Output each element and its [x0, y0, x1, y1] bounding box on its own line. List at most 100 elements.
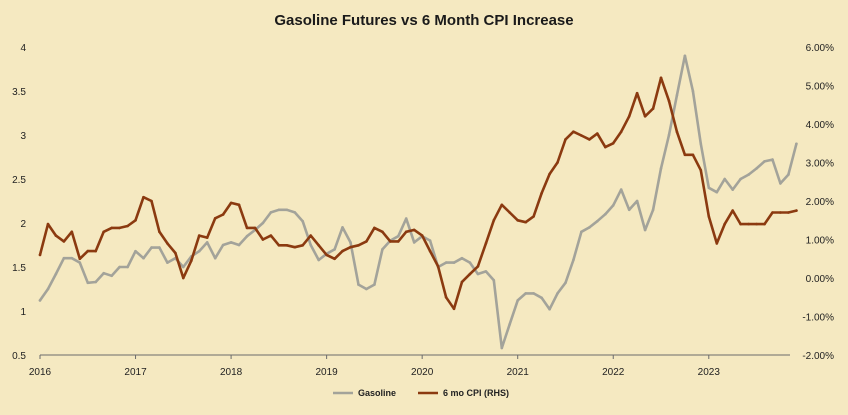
data-point-gasoline — [213, 256, 217, 260]
data-point-6-mo-cpi-rhs — [205, 236, 209, 239]
y-left-tick-label: 2 — [20, 219, 26, 230]
y-right-tick-label: 5.00% — [806, 82, 834, 93]
data-point-gasoline — [564, 281, 567, 285]
data-point-gasoline — [452, 261, 456, 264]
data-point-gasoline — [763, 160, 766, 163]
y-right-tick-label: 2.00% — [806, 197, 834, 208]
y-right-tick-label: 3.00% — [806, 159, 834, 170]
data-point-6-mo-cpi-rhs — [755, 222, 758, 226]
data-point-gasoline — [516, 299, 519, 302]
data-point-gasoline — [691, 89, 695, 93]
y-left-tick-label: 1 — [20, 307, 26, 318]
data-point-gasoline — [643, 228, 647, 232]
data-point-gasoline — [508, 322, 512, 326]
data-point-gasoline — [675, 94, 679, 97]
data-point-gasoline — [102, 271, 105, 275]
x-tick-label: 2018 — [220, 367, 243, 378]
data-point-6-mo-cpi-rhs — [237, 203, 241, 207]
y-right-tick-label: 1.00% — [806, 236, 834, 247]
data-point-6-mo-cpi-rhs — [691, 153, 695, 157]
data-point-6-mo-cpi-rhs — [420, 234, 424, 237]
y-left-tick-label: 3.5 — [12, 87, 26, 98]
data-point-6-mo-cpi-rhs — [341, 249, 344, 253]
data-point-gasoline — [715, 190, 719, 194]
data-point-gasoline — [548, 307, 551, 311]
data-point-6-mo-cpi-rhs — [197, 234, 201, 237]
y-axis-right-ticks: 6.00% 5.00% 4.00% 3.00% 2.00% 1.00% 0.00% -1.00… — [802, 43, 834, 362]
data-point-gasoline — [142, 256, 145, 260]
data-point-gasoline — [532, 292, 535, 295]
data-point-6-mo-cpi-rhs — [70, 230, 74, 234]
data-point-6-mo-cpi-rhs — [747, 222, 750, 226]
data-point-6-mo-cpi-rhs — [548, 172, 551, 176]
data-point-gasoline — [651, 208, 655, 212]
data-point-6-mo-cpi-rhs — [460, 280, 464, 284]
data-point-gasoline — [182, 265, 185, 269]
data-point-6-mo-cpi-rhs — [78, 257, 82, 261]
data-point-6-mo-cpi-rhs — [763, 222, 766, 226]
data-point-6-mo-cpi-rhs — [436, 265, 440, 268]
data-point-gasoline — [94, 280, 97, 284]
data-point-gasoline — [611, 204, 615, 207]
data-point-6-mo-cpi-rhs — [174, 251, 177, 255]
data-point-6-mo-cpi-rhs — [580, 134, 583, 137]
data-point-6-mo-cpi-rhs — [508, 211, 512, 214]
data-point-6-mo-cpi-rhs — [62, 240, 66, 243]
data-point-6-mo-cpi-rhs — [301, 244, 305, 247]
data-point-gasoline — [197, 249, 201, 253]
data-point-gasoline — [54, 272, 58, 276]
data-point-gasoline — [341, 226, 344, 229]
data-point-6-mo-cpi-rhs — [667, 99, 671, 103]
series-line-gasoline — [38, 54, 798, 350]
data-point-gasoline — [269, 211, 273, 214]
data-point-6-mo-cpi-rhs — [365, 240, 368, 243]
data-point-gasoline — [158, 246, 161, 249]
data-point-gasoline — [739, 177, 742, 181]
data-point-gasoline — [771, 158, 774, 161]
data-point-gasoline — [755, 167, 758, 170]
data-point-gasoline — [38, 299, 42, 302]
x-tick-label: 2017 — [124, 367, 147, 378]
series-line-6-mo-cpi-rhs — [38, 76, 798, 311]
data-point-gasoline — [428, 239, 432, 242]
data-point-6-mo-cpi-rhs — [261, 238, 265, 241]
data-point-6-mo-cpi-rhs — [110, 226, 113, 230]
data-point-gasoline — [412, 241, 416, 244]
data-point-gasoline — [285, 208, 289, 212]
data-point-gasoline — [444, 261, 448, 264]
x-tick-label: 2022 — [602, 367, 625, 378]
y-left-tick-label: 3 — [20, 131, 26, 142]
legend-label: Gasoline — [358, 388, 396, 398]
data-point-6-mo-cpi-rhs — [38, 253, 42, 257]
data-point-gasoline — [333, 248, 336, 251]
x-tick-label: 2019 — [315, 367, 338, 378]
x-tick-label: 2021 — [507, 367, 530, 378]
data-point-6-mo-cpi-rhs — [699, 168, 703, 172]
data-point-6-mo-cpi-rhs — [357, 244, 360, 247]
data-point-gasoline — [205, 241, 209, 244]
data-point-gasoline — [110, 274, 113, 278]
x-axis-ticks: 2016 2017 2018 2019 2020 2021 2022 2023 — [29, 355, 720, 378]
data-point-gasoline — [381, 248, 384, 251]
data-point-6-mo-cpi-rhs — [739, 222, 742, 226]
data-point-gasoline — [301, 219, 305, 223]
data-point-gasoline — [492, 278, 496, 282]
data-point-6-mo-cpi-rhs — [118, 226, 121, 230]
data-point-gasoline — [659, 167, 663, 170]
data-point-gasoline — [683, 54, 687, 58]
data-point-gasoline — [166, 261, 169, 264]
data-point-6-mo-cpi-rhs — [46, 222, 50, 226]
data-point-gasoline — [484, 270, 488, 273]
y-left-tick-label: 1.5 — [12, 263, 26, 274]
data-point-gasoline — [237, 243, 241, 247]
data-point-gasoline — [787, 173, 790, 176]
data-point-6-mo-cpi-rhs — [285, 244, 289, 247]
y-right-tick-label: -2.00% — [802, 351, 834, 362]
data-point-6-mo-cpi-rhs — [715, 242, 719, 245]
data-point-gasoline — [731, 188, 734, 191]
data-point-6-mo-cpi-rhs — [731, 209, 734, 212]
data-point-6-mo-cpi-rhs — [397, 240, 400, 243]
data-point-gasoline — [309, 243, 313, 247]
